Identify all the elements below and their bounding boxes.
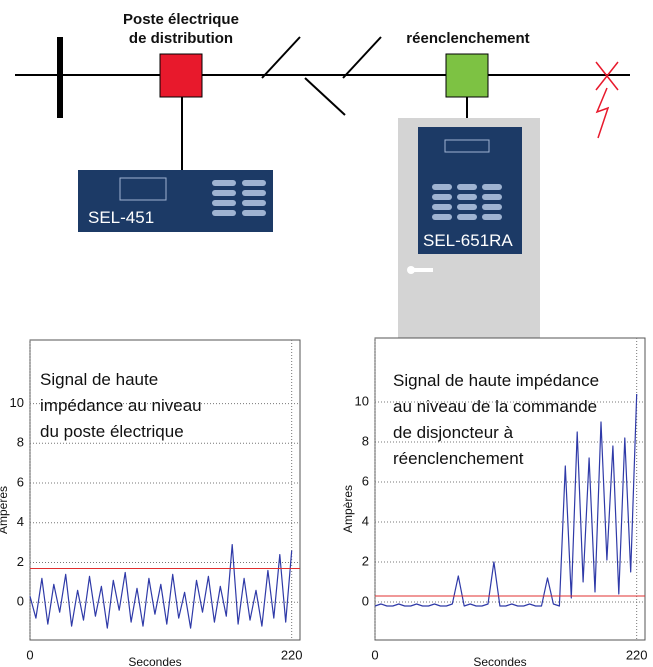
y-tick-label: 8 [362, 433, 369, 448]
handle [411, 268, 433, 272]
y-tick-label: 10 [10, 395, 24, 410]
chart-title: Signal de haute [40, 370, 158, 389]
y-tick-label: 10 [355, 393, 369, 408]
figure: Poste électrique de distribution réencle… [0, 0, 653, 667]
x-tick-label: 220 [626, 647, 648, 662]
y-tick-label: 4 [17, 514, 24, 529]
chart-title: de disjoncteur à [393, 423, 514, 442]
y-axis-label: Ampères [341, 485, 355, 533]
chart-title: impédance au niveau [40, 396, 202, 415]
label: réenclenchement [406, 30, 529, 47]
x-tick-label: 0 [26, 647, 33, 662]
chart-title: Signal de haute impédance [393, 371, 599, 390]
x-axis-label: Secondes [473, 655, 526, 667]
chart-title: réenclenchement [393, 449, 524, 468]
switch [262, 37, 300, 78]
y-tick-label: 0 [17, 594, 24, 609]
label: Poste électrique [123, 11, 239, 28]
device-label: SEL-451 [88, 208, 154, 227]
y-tick-label: 0 [362, 593, 369, 608]
x-tick-label: 0 [371, 647, 378, 662]
page: Poste électrique de distribution réencle… [0, 0, 653, 667]
chart-title: au niveau de la commande [393, 397, 597, 416]
recloser [446, 54, 488, 97]
y-tick-label: 2 [362, 553, 369, 568]
device-label: SEL-651RA [423, 231, 513, 250]
branch [305, 78, 345, 115]
chart-title: du poste électrique [40, 422, 184, 441]
y-tick-label: 6 [362, 473, 369, 488]
y-tick-label: 4 [362, 513, 369, 528]
label: de distribution [129, 30, 233, 47]
y-tick-label: 6 [17, 474, 24, 489]
substation-breaker [160, 54, 202, 97]
x-axis-label: Secondes [128, 655, 181, 667]
y-tick-label: 2 [17, 554, 24, 569]
y-axis-label: Ampères [0, 486, 10, 534]
x-tick-label: 220 [281, 647, 303, 662]
switch [343, 37, 381, 78]
lightning [597, 88, 608, 138]
y-tick-label: 8 [17, 435, 24, 450]
